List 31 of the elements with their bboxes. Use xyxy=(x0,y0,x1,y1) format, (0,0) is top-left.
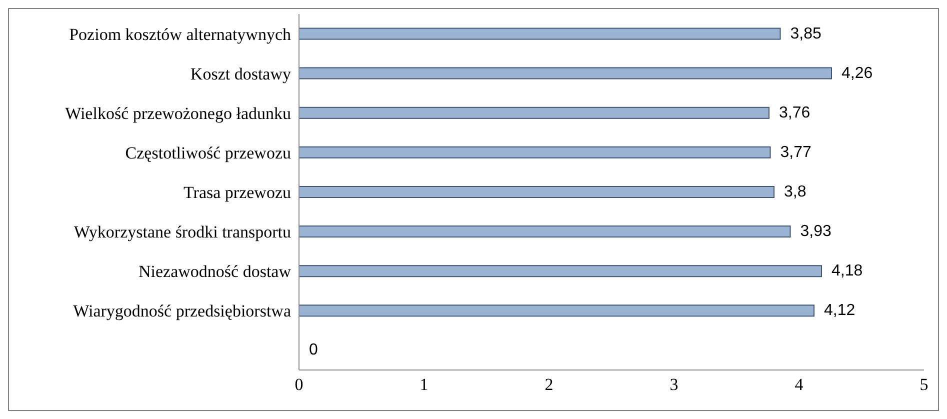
data-label: 4,18 xyxy=(832,262,863,280)
y-tick-label: Częstotliwość przewozu xyxy=(125,143,292,162)
data-label: 3,76 xyxy=(779,104,810,122)
y-tick-label: Poziom kosztów alternatywnych xyxy=(69,24,292,44)
data-label: 3,85 xyxy=(790,25,822,42)
data-label: 3,93 xyxy=(800,223,832,240)
bar xyxy=(299,265,822,278)
y-tick-label: Niezawodność dostaw xyxy=(138,262,292,282)
x-tick-label: 5 xyxy=(920,375,928,394)
x-tick-label: 1 xyxy=(420,375,428,394)
data-label: 0 xyxy=(309,342,318,359)
x-tick-label: 3 xyxy=(670,375,678,394)
y-tick-label: Wielkość przewożonego ładunku xyxy=(65,104,292,123)
data-label: 4,12 xyxy=(824,302,856,320)
x-tick-label: 4 xyxy=(794,375,804,394)
x-tick-label: 0 xyxy=(294,375,304,394)
bar xyxy=(299,146,771,158)
bar xyxy=(299,28,781,40)
x-tick-label: 2 xyxy=(544,375,554,394)
y-tick-label: Koszt dostawy xyxy=(190,64,292,84)
data-label: 3,8 xyxy=(784,184,806,200)
data-label: 3,77 xyxy=(780,144,812,161)
bar xyxy=(299,304,814,317)
y-tick-label: Wykorzystane środki transportu xyxy=(74,222,292,242)
bar xyxy=(299,106,770,119)
bar xyxy=(299,186,774,198)
bar xyxy=(299,226,791,238)
y-tick-label: Wiarygodność przedsiębiorstwa xyxy=(73,302,292,321)
data-label: 4,26 xyxy=(842,64,873,82)
bar xyxy=(299,67,832,80)
y-tick-label: Trasa przewozu xyxy=(184,183,292,202)
